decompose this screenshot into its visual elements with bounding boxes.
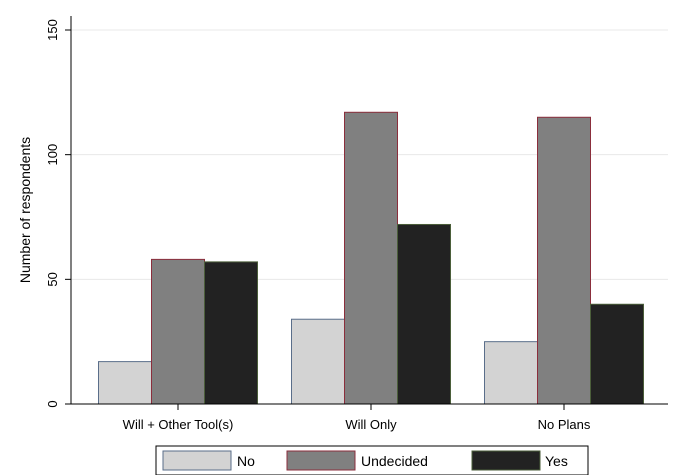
bar-no-3 xyxy=(484,341,538,405)
bars xyxy=(98,111,644,405)
legend-label-undecided: Undecided xyxy=(361,453,428,469)
legend-swatch-no xyxy=(162,450,232,471)
x-tick-label: Will Only xyxy=(345,417,397,432)
bar-no-2 xyxy=(291,318,345,405)
bar-undecided-1 xyxy=(151,258,205,405)
legend-label-yes: Yes xyxy=(545,453,568,469)
y-tick-label: 50 xyxy=(45,272,60,286)
legend-label-no: No xyxy=(237,453,255,469)
y-axis-title: Number of respondents xyxy=(17,137,33,283)
x-ticks: Will + Other Tool(s) Will Only No Plans xyxy=(123,404,591,432)
y-ticks: 0 50 100 150 xyxy=(45,19,71,408)
bar-yes-2 xyxy=(397,223,451,405)
bar-undecided-3 xyxy=(537,116,591,405)
bar-yes-3 xyxy=(590,303,644,405)
y-tick-label: 100 xyxy=(45,144,60,166)
legend: No Undecided Yes xyxy=(155,445,589,475)
legend-swatch-undecided xyxy=(286,450,356,471)
bar-undecided-2 xyxy=(344,111,398,405)
legend-swatch-yes xyxy=(471,450,541,471)
x-tick-label: Will + Other Tool(s) xyxy=(123,417,234,432)
bar-no-1 xyxy=(98,361,152,405)
y-tick-label: 0 xyxy=(45,400,60,407)
y-tick-label: 150 xyxy=(45,19,60,41)
bar-yes-1 xyxy=(204,261,258,405)
x-tick-label: No Plans xyxy=(538,417,591,432)
